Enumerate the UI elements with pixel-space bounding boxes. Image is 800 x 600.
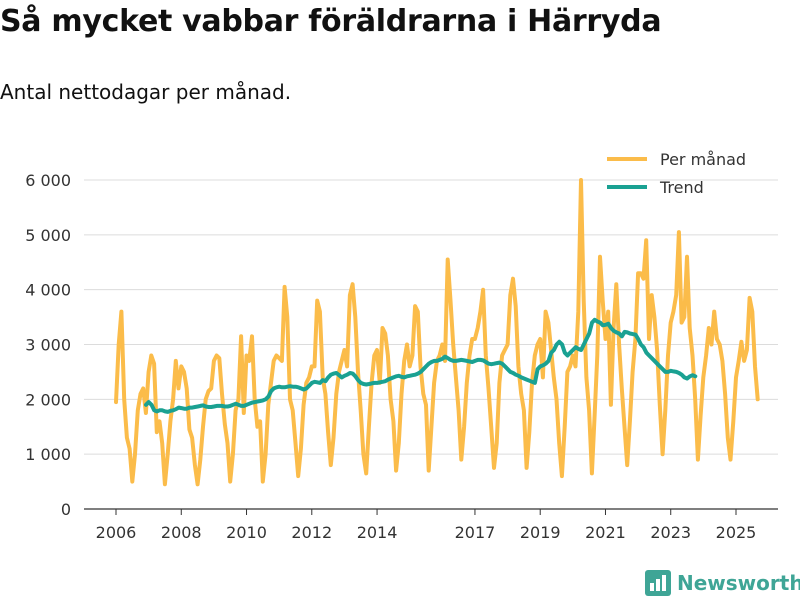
brand-name: Newsworthy [677,571,800,595]
x-tick-label: 2023 [650,523,691,542]
legend-label-trend: Trend [659,178,704,197]
chart-subtitle: Antal nettodagar per månad. [0,80,292,104]
series-line-per-manad [114,178,760,487]
legend: Per månad Trend [607,150,746,197]
y-axis-ticks: 0 1 000 2 000 3 000 4 000 5 000 6 000 [25,171,71,519]
x-tick-label: 2010 [226,523,267,542]
newsworthy-logo: Newsworthy [645,570,800,596]
y-tick-label: 2 000 [25,390,71,409]
y-tick-label: 0 [61,500,71,519]
gridlines [84,179,778,510]
x-tick-label: 2019 [520,523,561,542]
series-line-trend [144,317,698,414]
x-tick-label: 2021 [585,523,626,542]
x-tick-label: 2025 [716,523,757,542]
y-tick-label: 4 000 [25,281,71,300]
legend-label-per-manad: Per månad [660,150,746,169]
chart-title: Så mycket vabbar föräldrarna i Härryda [0,4,662,39]
x-tick-label: 2006 [96,523,137,542]
y-tick-label: 1 000 [25,445,71,464]
x-tick-label: 2012 [291,523,332,542]
y-tick-label: 3 000 [25,336,71,355]
newsworthy-logo-icon [645,570,671,596]
series-lines [114,178,760,487]
y-tick-label: 5 000 [25,226,71,245]
x-tick-label: 2008 [161,523,202,542]
x-axis-ticks: 2006 2008 2010 2012 2014 2017 2019 2021 2023 2025 [96,509,757,542]
y-tick-label: 6 000 [25,171,71,190]
x-tick-label: 2014 [357,523,398,542]
x-tick-label: 2017 [455,523,496,542]
